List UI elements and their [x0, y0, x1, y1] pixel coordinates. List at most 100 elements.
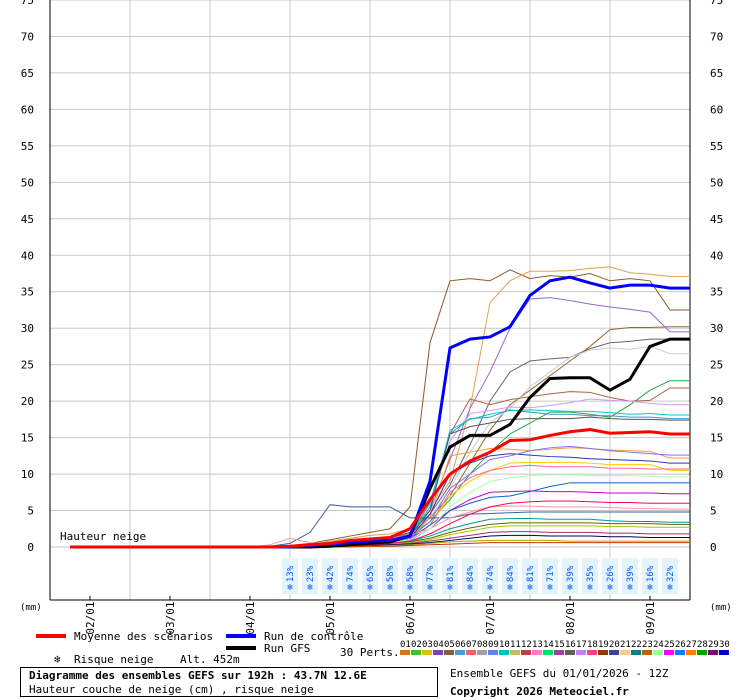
pert-number: 20 [609, 640, 620, 650]
y-tick-label-right: 50 [710, 176, 723, 189]
x-tick-label: 05/01 [324, 601, 337, 634]
risk-value: 23% [306, 565, 316, 582]
pert-color-swatch [444, 650, 454, 655]
run-info: Ensemble GEFS du 01/01/2026 - 12Z [450, 667, 669, 680]
x-tick-label: 08/01 [564, 601, 577, 634]
pert-number: 02 [411, 640, 422, 650]
y-tick-label-left: 20 [21, 395, 34, 408]
pert-number: 12 [521, 640, 532, 650]
risk-value: 32% [666, 565, 676, 582]
pert-number: 09 [488, 640, 499, 650]
pert-color-swatch [675, 650, 685, 655]
risk-cell [602, 558, 618, 594]
pert-color-swatch [510, 650, 520, 655]
y-tick-label-left: 70 [21, 30, 34, 43]
snowflake-icon: ❄ [587, 583, 593, 593]
risk-value: 84% [506, 565, 516, 582]
pert-number: 21 [620, 640, 631, 650]
risk-cell [342, 558, 358, 594]
snowflake-icon: ❄ [567, 583, 573, 593]
y-tick-label-right: 5 [710, 505, 717, 518]
snowflake-icon: ❄ [287, 583, 293, 593]
x-tick-label: 02/01 [84, 601, 97, 634]
y-tick-label-right: 20 [710, 395, 723, 408]
pert-color-swatch [631, 650, 641, 655]
snowflake-icon: ❄ [647, 583, 653, 593]
y-tick-label-left: 5 [27, 505, 34, 518]
y-tick-label-right: 35 [710, 286, 723, 299]
legend-mean-label: Moyenne des scénarios [74, 630, 213, 643]
snowflake-icon: ❄ [467, 583, 473, 593]
pert-number: 15 [554, 640, 565, 650]
pert-number: 06 [455, 640, 466, 650]
pert-color-swatch [620, 650, 630, 655]
y-tick-label-right: 0 [710, 541, 717, 554]
risk-cell [562, 558, 578, 594]
y-tick-label-right: 25 [710, 359, 723, 372]
legend-risk-label: Risque neige [74, 653, 153, 666]
pert-number: 28 [697, 640, 708, 650]
pert-color-swatch [686, 650, 696, 655]
pert-color-swatch [499, 650, 509, 655]
risk-cell [662, 558, 678, 594]
pert-color-swatch [433, 650, 443, 655]
risk-value: 42% [326, 565, 336, 582]
pert-number: 30 [719, 640, 730, 650]
risk-value: 26% [606, 565, 616, 582]
pert-number: 17 [576, 640, 587, 650]
pert-color-swatch [543, 650, 553, 655]
y-tick-label-left: 60 [21, 103, 34, 116]
pert-color-swatch [653, 650, 663, 655]
risk-cell [482, 558, 498, 594]
risk-value: 39% [626, 565, 636, 582]
pert-color-swatch [466, 650, 476, 655]
risk-cell [582, 558, 598, 594]
pert-number: 05 [444, 640, 455, 650]
risk-value: 74% [346, 565, 356, 582]
pert-number: 11 [510, 640, 521, 650]
x-tick-label: 09/01 [644, 601, 657, 634]
risk-value: 81% [526, 565, 536, 582]
snowflake-icon: ❄ [447, 583, 453, 593]
pert-color-swatch [411, 650, 421, 655]
inner-label: Hauteur neige [60, 530, 146, 543]
risk-cell [422, 558, 438, 594]
risk-value: 81% [446, 565, 456, 582]
risk-cell [282, 558, 298, 594]
risk-cell [502, 558, 518, 594]
snowflake-icon: ❄ [367, 583, 373, 593]
risk-cell [622, 558, 638, 594]
y-tick-label-right: 15 [710, 432, 723, 445]
risk-cell [382, 558, 398, 594]
risk-cell [322, 558, 338, 594]
legend-snowflake-icon: ❄ [54, 653, 61, 666]
y-tick-label-left: 15 [21, 432, 34, 445]
pert-number: 03 [422, 640, 433, 650]
snowflake-icon: ❄ [667, 583, 673, 593]
pert-color-swatch [554, 650, 564, 655]
snowflake-icon: ❄ [387, 583, 393, 593]
legend-control-label: Run de contrôle [264, 630, 363, 643]
y-tick-label-right: 65 [710, 67, 723, 80]
y-tick-label-left: 75 [21, 0, 34, 7]
y-tick-label-left: 25 [21, 359, 34, 372]
snowflake-icon: ❄ [307, 583, 313, 593]
snowflake-icon: ❄ [607, 583, 613, 593]
pert-number: 08 [477, 640, 488, 650]
pert-number: 18 [587, 640, 598, 650]
pert-number: 25 [664, 640, 675, 650]
copyright: Copyright 2026 Meteociel.fr [450, 685, 629, 698]
y-tick-label-right: 10 [710, 468, 723, 481]
pert-color-swatch [719, 650, 729, 655]
legend-gfs-label: Run GFS [264, 642, 310, 655]
pert-color-swatch [455, 650, 465, 655]
y-tick-label-left: 45 [21, 213, 34, 226]
pert-number: 27 [686, 640, 697, 650]
chart-title: Diagramme des ensembles GEFS sur 192h : … [29, 669, 367, 682]
pert-number: 13 [532, 640, 543, 650]
pert-color-swatch [642, 650, 652, 655]
risk-cell [642, 558, 658, 594]
pert-color-swatch [576, 650, 586, 655]
snowflake-icon: ❄ [487, 583, 493, 593]
